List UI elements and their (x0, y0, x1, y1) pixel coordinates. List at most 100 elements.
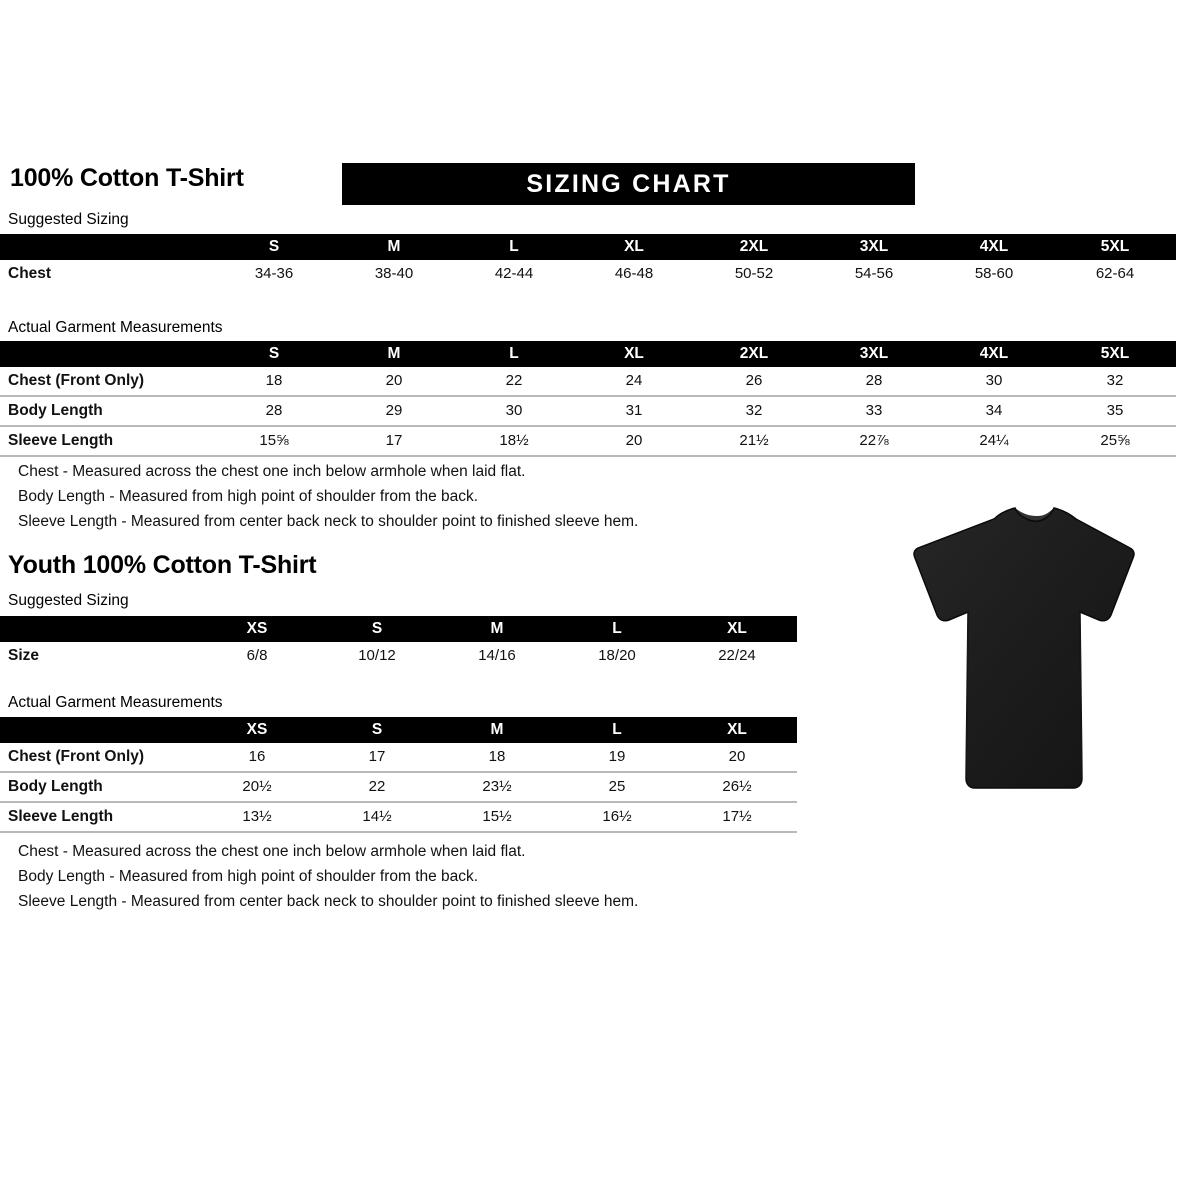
cell-sleevelength-xl: 17½ (677, 801, 797, 833)
cell-chest-s: 34-36 (214, 260, 334, 288)
note-body-length: Body Length - Measured from high point o… (18, 868, 479, 885)
cell-sleevelength-l: 16½ (557, 801, 677, 833)
col-header-blank (0, 234, 214, 260)
col-header-3xl: 3XL (859, 345, 889, 362)
cell-size-xl: 22/24 (677, 642, 797, 670)
cell-chestfront-3xl: 28 (814, 367, 934, 396)
table-row: Chest 34-36 38-40 42-44 46-48 50-52 54-5… (0, 260, 1176, 288)
table-header-row: XS S M L XL (0, 616, 797, 642)
youth-product-title: Youth 100% Cotton T-Shirt (8, 551, 317, 579)
note-sleeve-length: Sleeve Length - Measured from center bac… (18, 893, 639, 910)
col-header-m: M (490, 721, 504, 738)
cell-chestfront-xs: 16 (197, 743, 317, 772)
table-header-row: S M L XL 2XL 3XL 4XL 5XL (0, 341, 1176, 367)
note-chest: Chest - Measured across the chest one in… (18, 843, 526, 860)
note-body-length: Body Length - Measured from high point o… (18, 488, 479, 505)
adult-suggested-sizing-label: Suggested Sizing (8, 211, 129, 228)
cell-bodylength-s: 28 (214, 395, 334, 426)
youth-measurement-notes: Chest - Measured across the chest one in… (18, 839, 638, 914)
youth-suggested-sizing-table: XS S M L XL Size 6/8 10/12 14/16 18/20 2… (0, 616, 797, 670)
col-header-5xl: 5XL (1100, 238, 1130, 255)
row-label-chest-front-only: Chest (Front Only) (0, 743, 197, 772)
cell-chestfront-5xl: 32 (1054, 367, 1176, 396)
table-row: Body Length 20½ 22 23½ 25 26½ (0, 771, 797, 802)
col-header-m: M (387, 345, 401, 362)
row-label-size: Size (0, 642, 197, 670)
cell-chestfront-4xl: 30 (934, 367, 1054, 396)
sizing-chart-banner: SIZING CHART (342, 163, 915, 205)
col-header-l: L (509, 345, 519, 362)
black-t-shirt-icon (913, 507, 1135, 789)
cell-bodylength-4xl: 34 (934, 395, 1054, 426)
col-header-xs: XS (246, 620, 268, 637)
sizing-chart-banner-title: SIZING CHART (526, 170, 731, 198)
cell-sleevelength-xl: 20 (574, 425, 694, 457)
cell-sleevelength-3xl: 22⅞ (814, 425, 934, 457)
col-header-4xl: 4XL (979, 345, 1009, 362)
youth-actual-measurements-label: Actual Garment Measurements (8, 694, 223, 711)
row-label-chest-front-only: Chest (Front Only) (0, 367, 214, 396)
headline-row: 100% Cotton T-Shirt SIZING CHART (10, 163, 1190, 205)
cell-bodylength-l: 25 (557, 771, 677, 802)
cell-bodylength-m: 23½ (437, 771, 557, 802)
cell-bodylength-s: 22 (317, 771, 437, 802)
cell-bodylength-2xl: 32 (694, 395, 814, 426)
cell-chestfront-m: 20 (334, 367, 454, 396)
row-label-chest: Chest (0, 260, 214, 288)
cell-size-s: 10/12 (317, 642, 437, 670)
cell-bodylength-xl: 31 (574, 395, 694, 426)
col-header-s: S (268, 345, 280, 362)
cell-chest-xl: 46-48 (574, 260, 694, 288)
adult-product-title: 100% Cotton T-Shirt (10, 164, 244, 192)
cell-bodylength-3xl: 33 (814, 395, 934, 426)
col-header-xl: XL (727, 620, 747, 637)
adult-actual-measurements-table: S M L XL 2XL 3XL 4XL 5XL Chest (Front On… (0, 341, 1176, 457)
col-header-4xl: 4XL (979, 238, 1009, 255)
row-label-body-length: Body Length (0, 771, 197, 802)
cell-sleevelength-s: 15⅝ (214, 425, 334, 457)
cell-sleevelength-l: 18½ (454, 425, 574, 457)
col-header-2xl: 2XL (739, 238, 769, 255)
cell-sleevelength-2xl: 21½ (694, 425, 814, 457)
cell-size-m: 14/16 (437, 642, 557, 670)
table-row: Body Length 28 29 30 31 32 33 34 35 (0, 395, 1176, 426)
col-header-2xl: 2XL (739, 345, 769, 362)
col-header-blank (0, 616, 197, 642)
col-header-xs: XS (246, 721, 268, 738)
cell-bodylength-xs: 20½ (197, 771, 317, 802)
cell-chest-m: 38-40 (334, 260, 454, 288)
cell-chest-4xl: 58-60 (934, 260, 1054, 288)
cell-sleevelength-m: 15½ (437, 801, 557, 833)
cell-chest-5xl: 62-64 (1054, 260, 1176, 288)
cell-chest-3xl: 54-56 (814, 260, 934, 288)
cell-chestfront-xl: 24 (574, 367, 694, 396)
col-header-m: M (490, 620, 504, 637)
cell-sleevelength-m: 17 (334, 425, 454, 457)
cell-sleevelength-5xl: 25⅝ (1054, 425, 1176, 457)
table-header-row: XS S M L XL (0, 717, 797, 743)
col-header-xl: XL (727, 721, 747, 738)
note-chest: Chest - Measured across the chest one in… (18, 463, 526, 480)
adult-actual-measurements-label: Actual Garment Measurements (8, 319, 223, 336)
cell-size-xs: 6/8 (197, 642, 317, 670)
cell-size-l: 18/20 (557, 642, 677, 670)
cell-chestfront-s: 18 (214, 367, 334, 396)
cell-chest-l: 42-44 (454, 260, 574, 288)
table-row: Sleeve Length 15⅝ 17 18½ 20 21½ 22⅞ 24¼ … (0, 425, 1176, 457)
row-label-body-length: Body Length (0, 395, 214, 426)
col-header-m: M (387, 238, 401, 255)
t-shirt-illustration (898, 488, 1150, 813)
table-row: Sleeve Length 13½ 14½ 15½ 16½ 17½ (0, 801, 797, 833)
cell-chestfront-l: 22 (454, 367, 574, 396)
col-header-xl: XL (624, 345, 644, 362)
col-header-s: S (371, 721, 383, 738)
table-header-row: S M L XL 2XL 3XL 4XL 5XL (0, 234, 1176, 260)
cell-bodylength-5xl: 35 (1054, 395, 1176, 426)
cell-chest-2xl: 50-52 (694, 260, 814, 288)
youth-actual-measurements-table: XS S M L XL Chest (Front Only) 16 17 18 … (0, 717, 797, 833)
cell-chestfront-m: 18 (437, 743, 557, 772)
cell-chestfront-xl: 20 (677, 743, 797, 772)
col-header-5xl: 5XL (1100, 345, 1130, 362)
row-label-sleeve-length: Sleeve Length (0, 425, 214, 457)
